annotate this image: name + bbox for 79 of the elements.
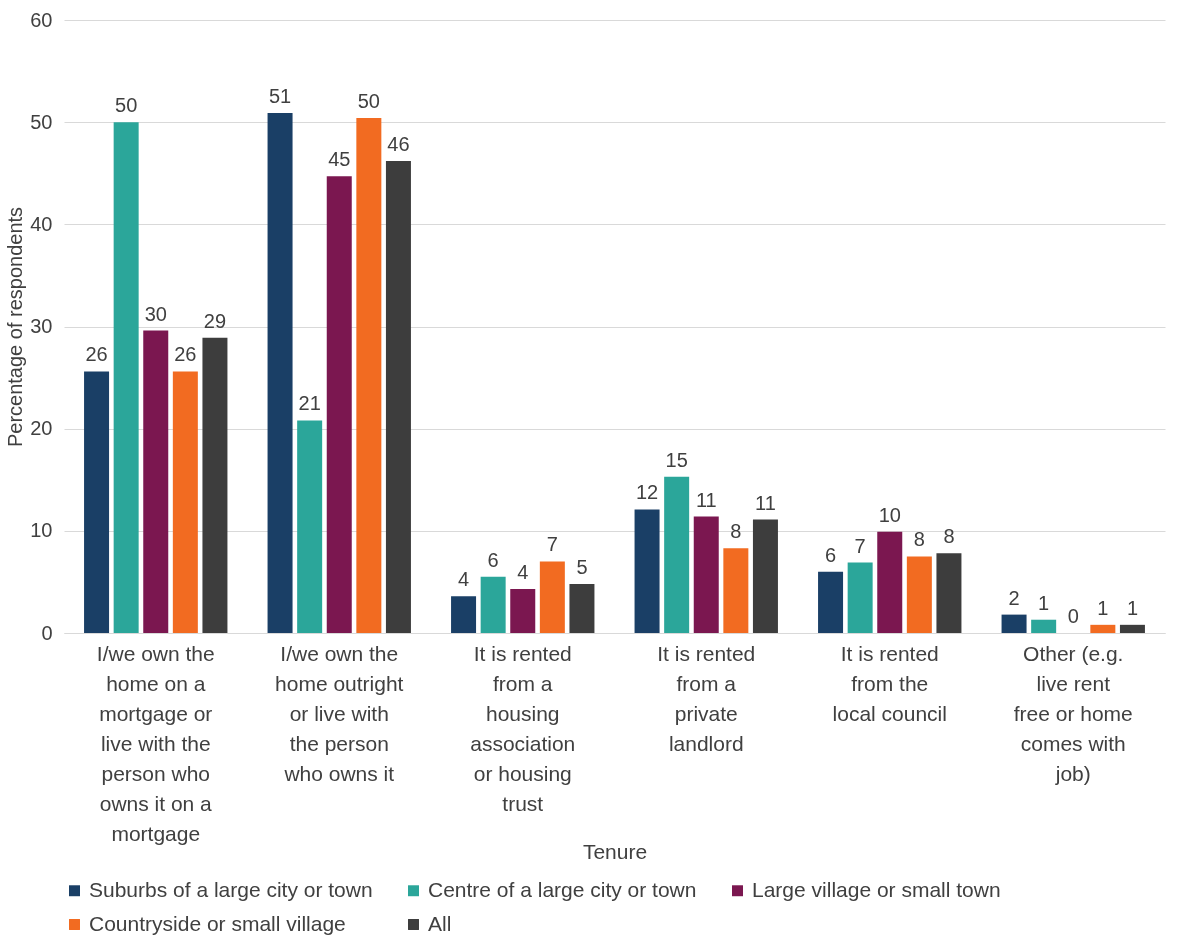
x-axis-title: Tenure xyxy=(582,839,648,863)
bar xyxy=(510,589,536,633)
x-tick-label: I/we own the home outright or live with the person who owns it xyxy=(275,641,404,785)
data-label: 30 xyxy=(144,302,167,325)
bar xyxy=(297,420,323,633)
y-axis-title: Percentage of respondents xyxy=(4,206,27,448)
y-tick-label: 10 xyxy=(30,519,53,542)
bar xyxy=(356,118,382,633)
data-label: 50 xyxy=(115,94,138,117)
y-tick-label: 40 xyxy=(30,212,53,235)
bar xyxy=(1031,619,1057,633)
data-label: 8 xyxy=(913,528,925,551)
data-label: 0 xyxy=(1067,605,1079,627)
y-tick-label: 0 xyxy=(41,621,53,644)
data-label: 1 xyxy=(1126,596,1139,619)
data-label: 6 xyxy=(487,548,499,571)
data-label: 7 xyxy=(854,534,866,557)
bar xyxy=(877,531,903,633)
x-tick-label: Other (e.g. live rent free or home comes with job) xyxy=(1013,641,1133,785)
bar xyxy=(539,561,565,633)
bar xyxy=(906,556,932,633)
data-label: 50 xyxy=(357,90,380,113)
bar xyxy=(143,330,169,633)
bar xyxy=(202,337,228,633)
data-label: 15 xyxy=(665,448,688,471)
bar xyxy=(1119,624,1145,633)
data-label: 8 xyxy=(730,520,742,543)
y-tick-label: 20 xyxy=(30,417,53,440)
legend-label: All xyxy=(428,911,452,935)
data-label: 5 xyxy=(576,555,588,578)
data-label: 26 xyxy=(174,343,197,366)
bar xyxy=(84,371,110,633)
bar xyxy=(847,562,873,633)
data-label: 21 xyxy=(298,392,321,415)
legend-label: Countryside or small village xyxy=(89,911,346,935)
data-label: 7 xyxy=(546,533,558,556)
bar xyxy=(113,122,139,633)
data-label: 6 xyxy=(824,543,837,566)
data-label: 8 xyxy=(943,525,955,548)
data-label: 1 xyxy=(1038,591,1050,614)
bar xyxy=(818,571,844,633)
bar xyxy=(480,576,506,633)
legend-label: Large village or small town xyxy=(752,877,1001,901)
x-tick-label: It is rented from a private landlord xyxy=(657,641,756,755)
bar xyxy=(1090,624,1116,633)
bar xyxy=(723,548,749,633)
data-label: 2 xyxy=(1008,586,1020,609)
data-label: 11 xyxy=(755,491,776,514)
legend-label: Suburbs of a large city or town xyxy=(89,877,373,901)
bar xyxy=(752,519,778,633)
bar xyxy=(569,583,595,633)
bar xyxy=(1001,614,1027,633)
y-tick-label: 50 xyxy=(30,110,53,133)
data-label: 51 xyxy=(268,84,292,107)
y-tick-label: 30 xyxy=(30,315,53,337)
x-tick-label: It is rented from the local council xyxy=(832,641,947,725)
bar xyxy=(936,553,962,633)
data-label: 4 xyxy=(517,561,529,584)
data-label: 11 xyxy=(695,488,717,511)
legend-label: Centre of a large city or town xyxy=(428,877,697,901)
data-label: 10 xyxy=(878,503,901,526)
bar xyxy=(693,516,719,633)
bar xyxy=(664,476,690,633)
data-label: 29 xyxy=(203,309,227,332)
y-tick-label: 60 xyxy=(30,8,53,31)
data-label: 46 xyxy=(387,132,410,155)
data-label: 26 xyxy=(85,343,108,366)
bar xyxy=(385,160,411,633)
data-label: 1 xyxy=(1097,596,1109,619)
bar xyxy=(326,176,352,633)
x-tick-label: It is rented from a housing association or housing trust xyxy=(470,641,576,815)
x-tick-label: I/we own the home on a mortgage or live with the person who owns it on a mortgage xyxy=(96,641,215,845)
bar xyxy=(172,371,198,633)
data-label: 4 xyxy=(457,568,470,591)
data-label: 12 xyxy=(635,481,659,504)
data-label: 45 xyxy=(328,148,351,171)
bar xyxy=(451,596,477,633)
bar xyxy=(634,509,660,633)
bar xyxy=(267,112,293,633)
